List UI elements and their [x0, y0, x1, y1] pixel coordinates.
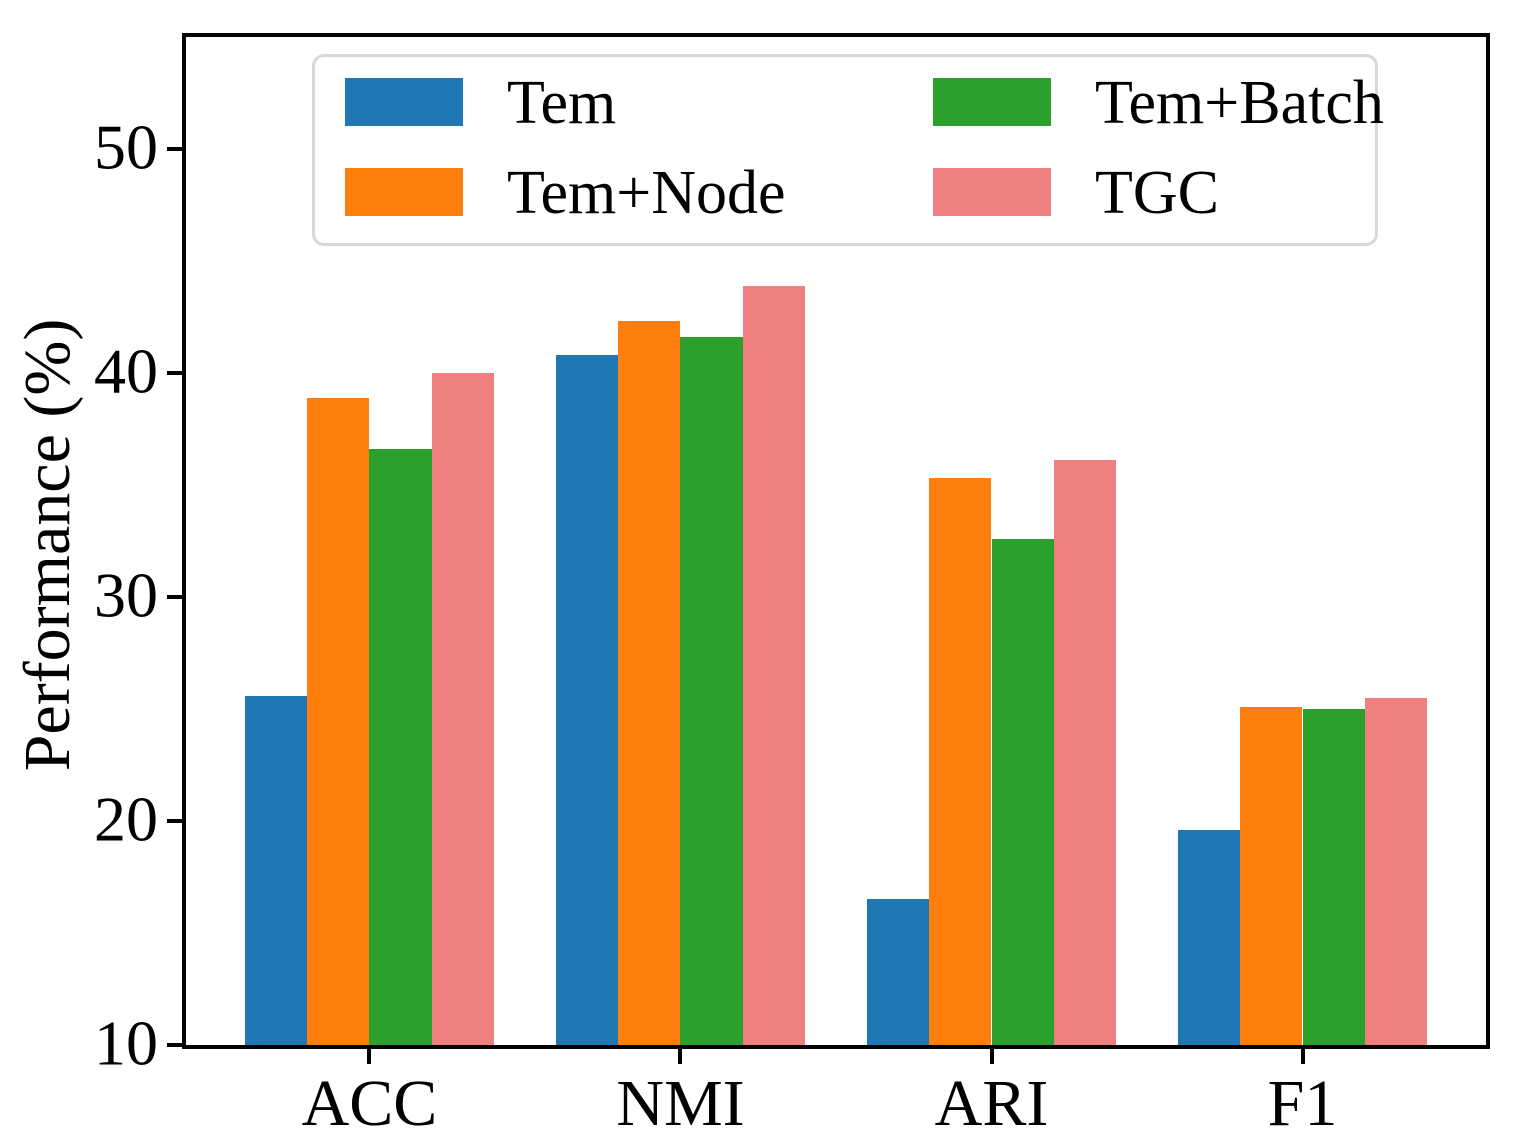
bar-tem-ari [867, 899, 930, 1045]
legend-label-tem: Tem [507, 69, 617, 137]
bar-tem-nmi [556, 355, 619, 1045]
x-tick-label-f1: F1 [1267, 1067, 1338, 1140]
bar-tem-batch-f1 [1302, 709, 1365, 1045]
x-tick-mark-nmi [678, 1049, 683, 1064]
x-tick-mark-ari [989, 1049, 994, 1064]
bar-tgc-nmi [742, 285, 805, 1045]
legend-swatch-tem-node [345, 168, 463, 216]
y-tick-label-20: 20 [94, 783, 158, 855]
x-tick-label-acc: ACC [301, 1067, 438, 1140]
legend: Tem Tem+Node Tem+Batch TGC [312, 54, 1384, 246]
y-tick-mark-40 [167, 371, 182, 375]
bar-tem-f1 [1178, 829, 1241, 1045]
x-tick-label-nmi: NMI [616, 1067, 745, 1140]
bar-tem-node-ari [929, 478, 992, 1045]
y-tick-mark-10 [167, 1043, 182, 1047]
legend-label-tem-batch: Tem+Batch [1095, 69, 1384, 137]
legend-label-tgc: TGC [1095, 159, 1219, 227]
y-tick-label-10: 10 [94, 1007, 158, 1079]
bar-tem-node-acc [307, 397, 370, 1045]
plot-area: 10 20 30 40 50 ACC NMI ARI F1 [94, 33, 1490, 1137]
bar-tem-acc [245, 695, 308, 1045]
legend-swatch-tgc [933, 168, 1051, 216]
bar-tem-node-nmi [618, 321, 681, 1045]
x-tick-mark-acc [367, 1049, 372, 1064]
bar-tem-batch-acc [369, 449, 432, 1045]
y-axis-label: Performance (%) [11, 318, 84, 772]
legend-swatch-tem [345, 78, 463, 126]
y-tick-label-40: 40 [94, 335, 158, 407]
bar-tem-batch-ari [991, 538, 1054, 1045]
x-tick-label-ari: ARI [934, 1067, 1049, 1140]
bar-tem-batch-nmi [680, 337, 743, 1045]
bar-tgc-acc [431, 373, 494, 1045]
y-tick-label-30: 30 [94, 559, 158, 631]
bar-tgc-f1 [1364, 697, 1427, 1045]
legend-swatch-tem-batch [933, 78, 1051, 126]
y-tick-mark-50 [167, 147, 182, 151]
plot-inner: 10 20 30 40 50 ACC NMI ARI F1 [94, 37, 1486, 1137]
legend-label-tem-node: Tem+Node [507, 159, 786, 227]
x-tick-mark-f1 [1300, 1049, 1305, 1064]
y-tick-mark-20 [167, 819, 182, 823]
bar-tem-node-f1 [1240, 706, 1303, 1045]
y-tick-label-50: 50 [94, 111, 158, 183]
bar-tgc-ari [1053, 460, 1116, 1045]
y-tick-mark-30 [167, 595, 182, 599]
